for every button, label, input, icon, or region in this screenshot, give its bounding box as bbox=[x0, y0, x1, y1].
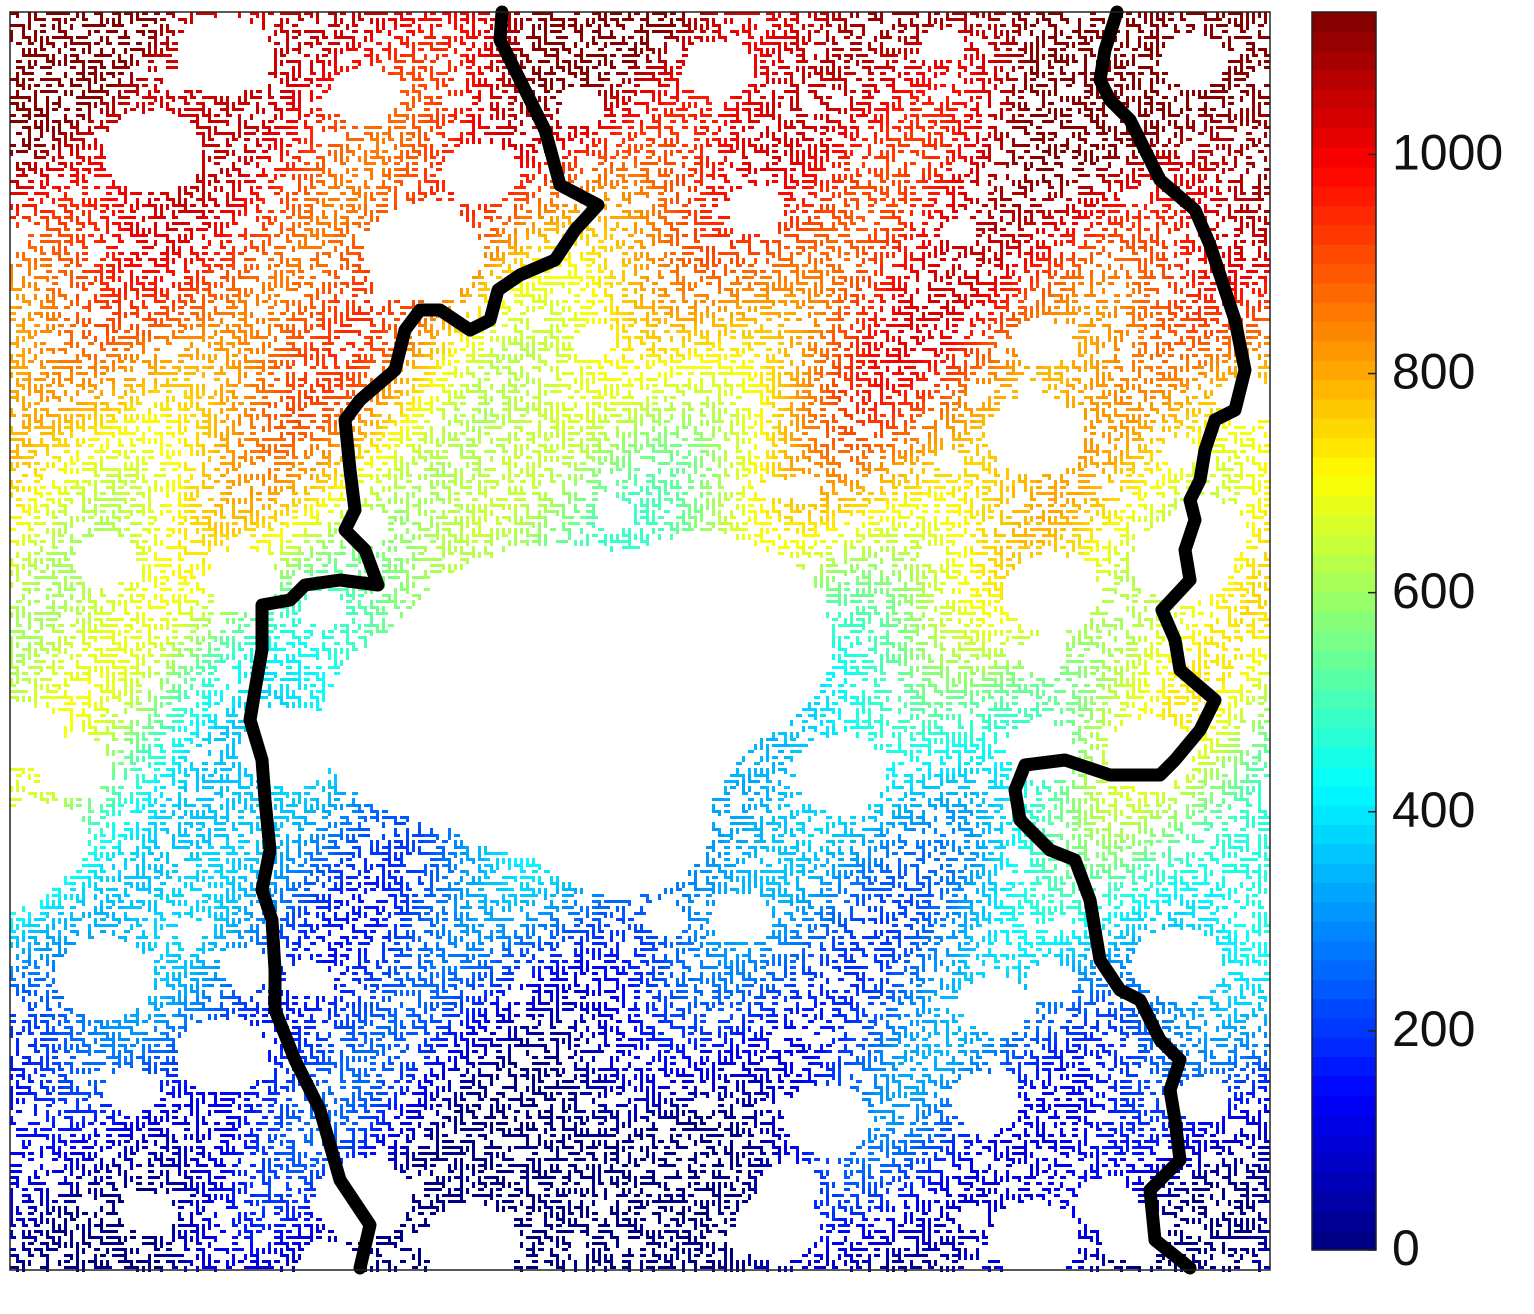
colorbar-segment bbox=[1312, 785, 1376, 806]
colorbar-tick-label: 1000 bbox=[1392, 125, 1503, 181]
colorbar-segment bbox=[1312, 31, 1376, 52]
cluster-level bbox=[10, 222, 1267, 570]
colorbar-segment bbox=[1312, 476, 1376, 497]
cluster-level bbox=[10, 840, 1267, 1212]
plot-frame bbox=[9, 11, 1271, 1271]
colorbar-segment bbox=[1312, 456, 1376, 477]
colorbar-segment bbox=[1312, 708, 1376, 729]
colorbar-segment bbox=[1312, 205, 1376, 226]
colorbar-segment bbox=[1312, 534, 1376, 555]
colorbar-segment bbox=[1312, 514, 1376, 535]
colorbar-segment bbox=[1312, 979, 1376, 1000]
colorbar-segment bbox=[1312, 689, 1376, 709]
colorbar-segment bbox=[1312, 50, 1376, 71]
colorbar-frame bbox=[1311, 11, 1377, 1251]
colorbar-segment bbox=[1312, 901, 1376, 922]
colorbar-segment bbox=[1312, 89, 1376, 110]
colorbar-segment bbox=[1312, 224, 1376, 245]
colorbar-segment bbox=[1312, 108, 1376, 129]
colorbar-segment bbox=[1312, 1037, 1376, 1058]
cluster-level bbox=[10, 204, 1267, 522]
colorbar-segment bbox=[1312, 631, 1376, 651]
colorbar-segment bbox=[1312, 398, 1376, 419]
colorbar-segment bbox=[1312, 186, 1376, 207]
colorbar-segment bbox=[1312, 824, 1376, 845]
colorbar-segment bbox=[1312, 863, 1376, 884]
colorbar-tick-label: 600 bbox=[1392, 563, 1475, 619]
colorbar-segment bbox=[1312, 1075, 1376, 1096]
colorbar-segment bbox=[1312, 147, 1376, 168]
colorbar-segment bbox=[1312, 70, 1376, 90]
colorbar-segment bbox=[1312, 592, 1376, 613]
colorbar-segment bbox=[1312, 1095, 1376, 1116]
colorbar-segment bbox=[1312, 263, 1376, 284]
colorbar-segment bbox=[1312, 12, 1376, 32]
colorbar-tick-label: 0 bbox=[1392, 1220, 1420, 1276]
colorbar-segment bbox=[1312, 727, 1376, 748]
left-path bbox=[243, 5, 605, 1275]
cluster-level bbox=[16, 738, 1267, 1062]
colorbar-segment bbox=[1312, 940, 1376, 961]
colorbar-tick-label: 400 bbox=[1392, 782, 1475, 838]
colorbar-segment bbox=[1312, 572, 1376, 593]
colorbar-segment bbox=[1312, 1017, 1376, 1038]
colorbar-segment bbox=[1312, 1172, 1376, 1193]
colorbar-segment bbox=[1312, 553, 1376, 574]
colorbar-segment bbox=[1312, 1114, 1376, 1135]
colorbar-segment bbox=[1312, 128, 1376, 149]
colorbar-segment bbox=[1312, 244, 1376, 265]
cluster-level bbox=[16, 54, 1270, 426]
colorbar-segment bbox=[1312, 1230, 1376, 1251]
colorbar-tick-label: 200 bbox=[1392, 1001, 1475, 1057]
colorbar-segment bbox=[1312, 340, 1376, 361]
colorbar-segment bbox=[1312, 959, 1376, 980]
colorbar-segment bbox=[1312, 766, 1376, 787]
colorbar-segment bbox=[1312, 1191, 1376, 1212]
colorbar-segment bbox=[1312, 998, 1376, 1019]
colorbar-segment bbox=[1312, 611, 1376, 632]
colorbar-segment bbox=[1312, 166, 1376, 187]
colorbar-tick-label: 800 bbox=[1392, 344, 1475, 400]
cluster bbox=[10, 12, 1270, 1272]
cluster-level bbox=[10, 132, 1270, 474]
colorbar-segment bbox=[1312, 650, 1376, 671]
cluster-level bbox=[10, 186, 1270, 486]
cluster-level bbox=[10, 714, 1264, 1020]
cluster-level bbox=[10, 192, 1270, 498]
colorbar-segment bbox=[1312, 805, 1376, 826]
colorbar-segment bbox=[1312, 747, 1376, 768]
cluster-level bbox=[10, 990, 1267, 1272]
colorbar-segment bbox=[1312, 302, 1376, 323]
colorbar-segment bbox=[1312, 321, 1376, 342]
colorbar-segment bbox=[1312, 282, 1376, 303]
colorbar-segment bbox=[1312, 882, 1376, 903]
colorbar-segment bbox=[1312, 843, 1376, 864]
colorbar-segment bbox=[1312, 921, 1376, 942]
colorbar-segment bbox=[1312, 418, 1376, 439]
colorbar-segment bbox=[1312, 1211, 1376, 1232]
colorbar-segment bbox=[1312, 495, 1376, 516]
cluster-level bbox=[34, 12, 1270, 192]
colorbar: 0 200 400 600 800 1000 bbox=[1311, 11, 1503, 1276]
cluster-level bbox=[28, 84, 1270, 450]
colorbar-segment bbox=[1312, 437, 1376, 458]
cluster-level bbox=[10, 12, 1270, 180]
colorbar-segment bbox=[1312, 379, 1376, 400]
right-path bbox=[1008, 5, 1252, 1275]
colorbar-segment bbox=[1312, 1133, 1376, 1154]
colorbar-segment bbox=[1312, 1056, 1376, 1077]
colorbar-segment bbox=[1312, 1153, 1376, 1174]
colorbar-segment bbox=[1312, 360, 1376, 381]
colorbar-segment bbox=[1312, 669, 1376, 690]
cluster-level bbox=[10, 804, 1267, 1146]
